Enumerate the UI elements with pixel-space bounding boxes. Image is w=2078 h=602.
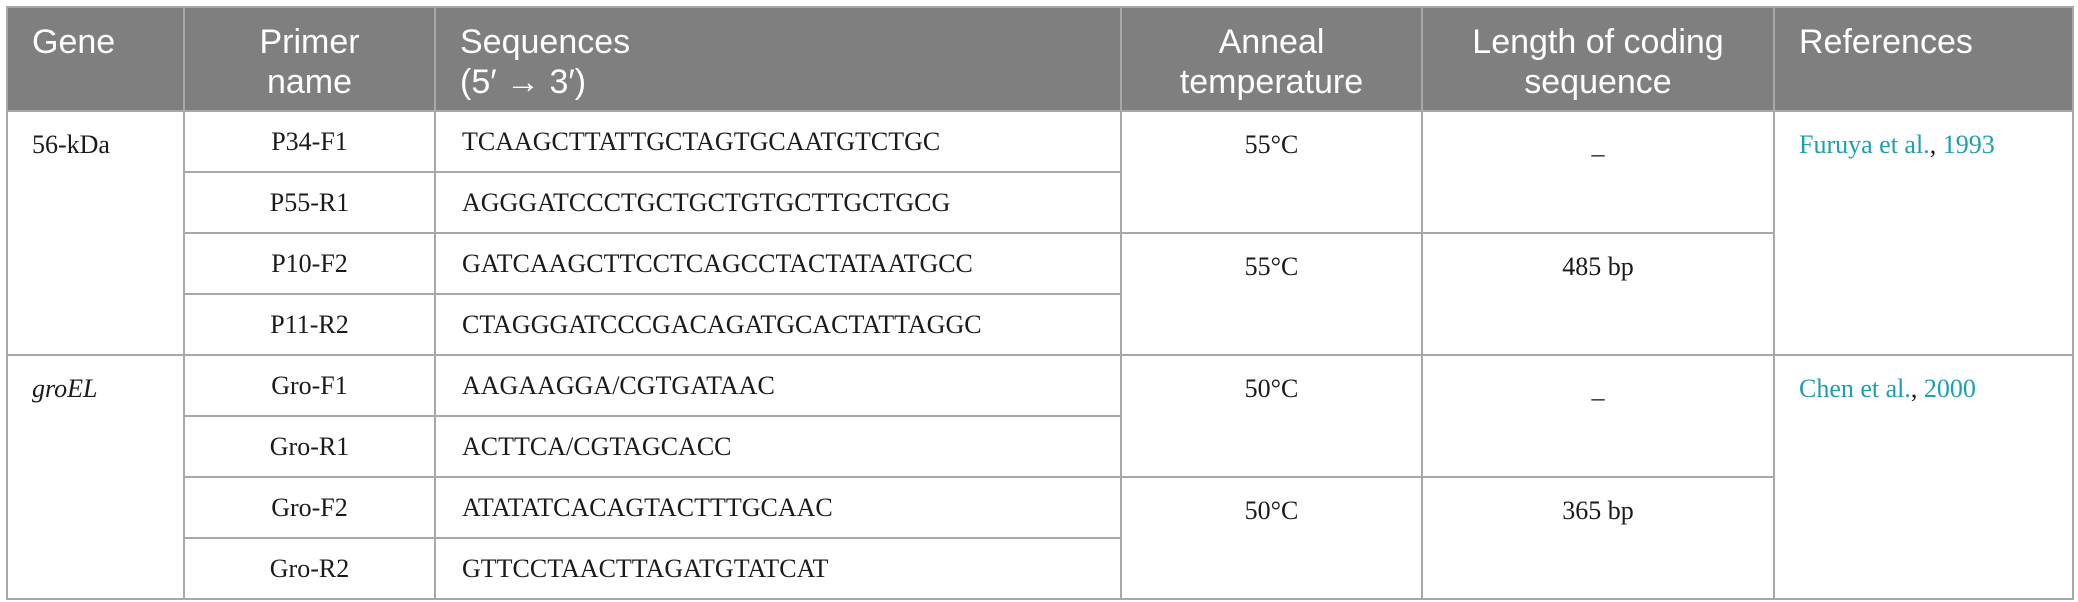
reference-authors-link[interactable]: Furuya et al.: [1799, 130, 1930, 159]
coding-length-cell: _: [1421, 110, 1775, 234]
reference-cell: Furuya et al., 1993: [1773, 110, 2074, 356]
sequence-cell: GATCAAGCTTCCTCAGCCTACTATAATGCC: [434, 232, 1122, 295]
sequence-cell: GTTCCTAACTTAGATGTATCAT: [434, 537, 1122, 600]
sequence-cell: AAGAAGGA/CGTGATAAC: [434, 354, 1122, 417]
header-sequences: Sequences (5′ → 3′): [434, 6, 1122, 112]
primer-name-cell: P34-F1: [183, 110, 436, 173]
header-anneal-line2: temperature: [1179, 63, 1364, 101]
sequence-cell: TCAAGCTTATTGCTAGTGCAATGTCTGC: [434, 110, 1122, 173]
coding-length-cell: 485 bp: [1421, 232, 1775, 356]
gene-cell: groEL: [6, 354, 185, 600]
reference-cell: Chen et al., 2000: [1773, 354, 2074, 600]
header-gene-line1: Gene: [32, 23, 116, 61]
sequence-cell: AGGGATCCCTGCTGCTGTGCTTGCTGCG: [434, 171, 1122, 234]
primer-name-cell: Gro-F2: [183, 476, 436, 539]
header-length-line2: sequence: [1524, 63, 1672, 101]
table-row: Gro-R1 ACTTCA/CGTAGCACC: [7, 415, 2073, 478]
header-primer-name: Primer name: [183, 6, 436, 112]
header-primer-line1: Primer: [259, 23, 360, 61]
table-row: Gro-R2 GTTCCTAACTTAGATGTATCAT: [7, 537, 2073, 600]
header-anneal-line1: Anneal: [1218, 23, 1325, 61]
reference-year-link[interactable]: 1993: [1942, 130, 1995, 159]
primer-name-cell: P55-R1: [183, 171, 436, 234]
sequence-cell: ACTTCA/CGTAGCACC: [434, 415, 1122, 478]
gene-cell: 56-kDa: [6, 110, 185, 356]
header-length-line1: Length of coding: [1472, 23, 1724, 61]
anneal-temperature-cell: 55°C: [1120, 232, 1423, 356]
primer-name-cell: Gro-R2: [183, 537, 436, 600]
anneal-temperature-cell: 50°C: [1120, 476, 1423, 600]
header-gene: Gene: [6, 6, 185, 112]
header-references-line1: References: [1799, 23, 1973, 61]
sequence-cell: ATATATCACAGTACTTTGCAAC: [434, 476, 1122, 539]
primer-name-cell: Gro-R1: [183, 415, 436, 478]
header-coding-length: Length of coding sequence: [1421, 6, 1775, 112]
primer-name-cell: P10-F2: [183, 232, 436, 295]
table-row: P10-F2 GATCAAGCTTCCTCAGCCTACTATAATGCC 55…: [7, 232, 2073, 356]
header-primer-line2: name: [266, 63, 353, 101]
anneal-temperature-cell: 55°C: [1120, 110, 1423, 234]
sequence-cell: CTAGGGATCCCGACAGATGCACTATTAGGC: [434, 293, 1122, 356]
table-header: Gene Primer name Sequences (5′ → 3′) Ann…: [6, 6, 2074, 112]
table-row: groEL Gro-F1 AAGAAGGA/CGTGATAAC 50°C _ C…: [6, 354, 2074, 600]
reference-separator: ,: [1910, 374, 1924, 403]
table-body: 56-kDa P34-F1 TCAAGCTTATTGCTAGTGCAATGTCT…: [6, 110, 2074, 600]
primer-name-cell: Gro-F1: [183, 354, 436, 417]
header-row: Gene Primer name Sequences (5′ → 3′) Ann…: [6, 6, 2074, 112]
table-row: Gro-F2 ATATATCACAGTACTTTGCAAC 50°C 365 b…: [7, 476, 2073, 600]
coding-length-cell: _: [1421, 354, 1775, 478]
header-sequences-line1: Sequences: [460, 23, 631, 61]
primer-table: Gene Primer name Sequences (5′ → 3′) Ann…: [6, 6, 2074, 600]
table-row: P11-R2 CTAGGGATCCCGACAGATGCACTATTAGGC: [7, 293, 2073, 356]
table-row: 56-kDa P34-F1 TCAAGCTTATTGCTAGTGCAATGTCT…: [6, 110, 2074, 356]
header-sequences-line2: (5′ → 3′): [460, 63, 587, 101]
primer-name-cell: P11-R2: [183, 293, 436, 356]
header-references: References: [1773, 6, 2074, 112]
reference-authors-link[interactable]: Chen et al.: [1799, 374, 1911, 403]
anneal-temperature-cell: 50°C: [1120, 354, 1423, 478]
reference-separator: ,: [1929, 130, 1943, 159]
reference-year-link[interactable]: 2000: [1923, 374, 1976, 403]
coding-length-cell: 365 bp: [1421, 476, 1775, 600]
table-row: P55-R1 AGGGATCCCTGCTGCTGTGCTTGCTGCG: [7, 171, 2073, 234]
header-anneal-temperature: Anneal temperature: [1120, 6, 1423, 112]
